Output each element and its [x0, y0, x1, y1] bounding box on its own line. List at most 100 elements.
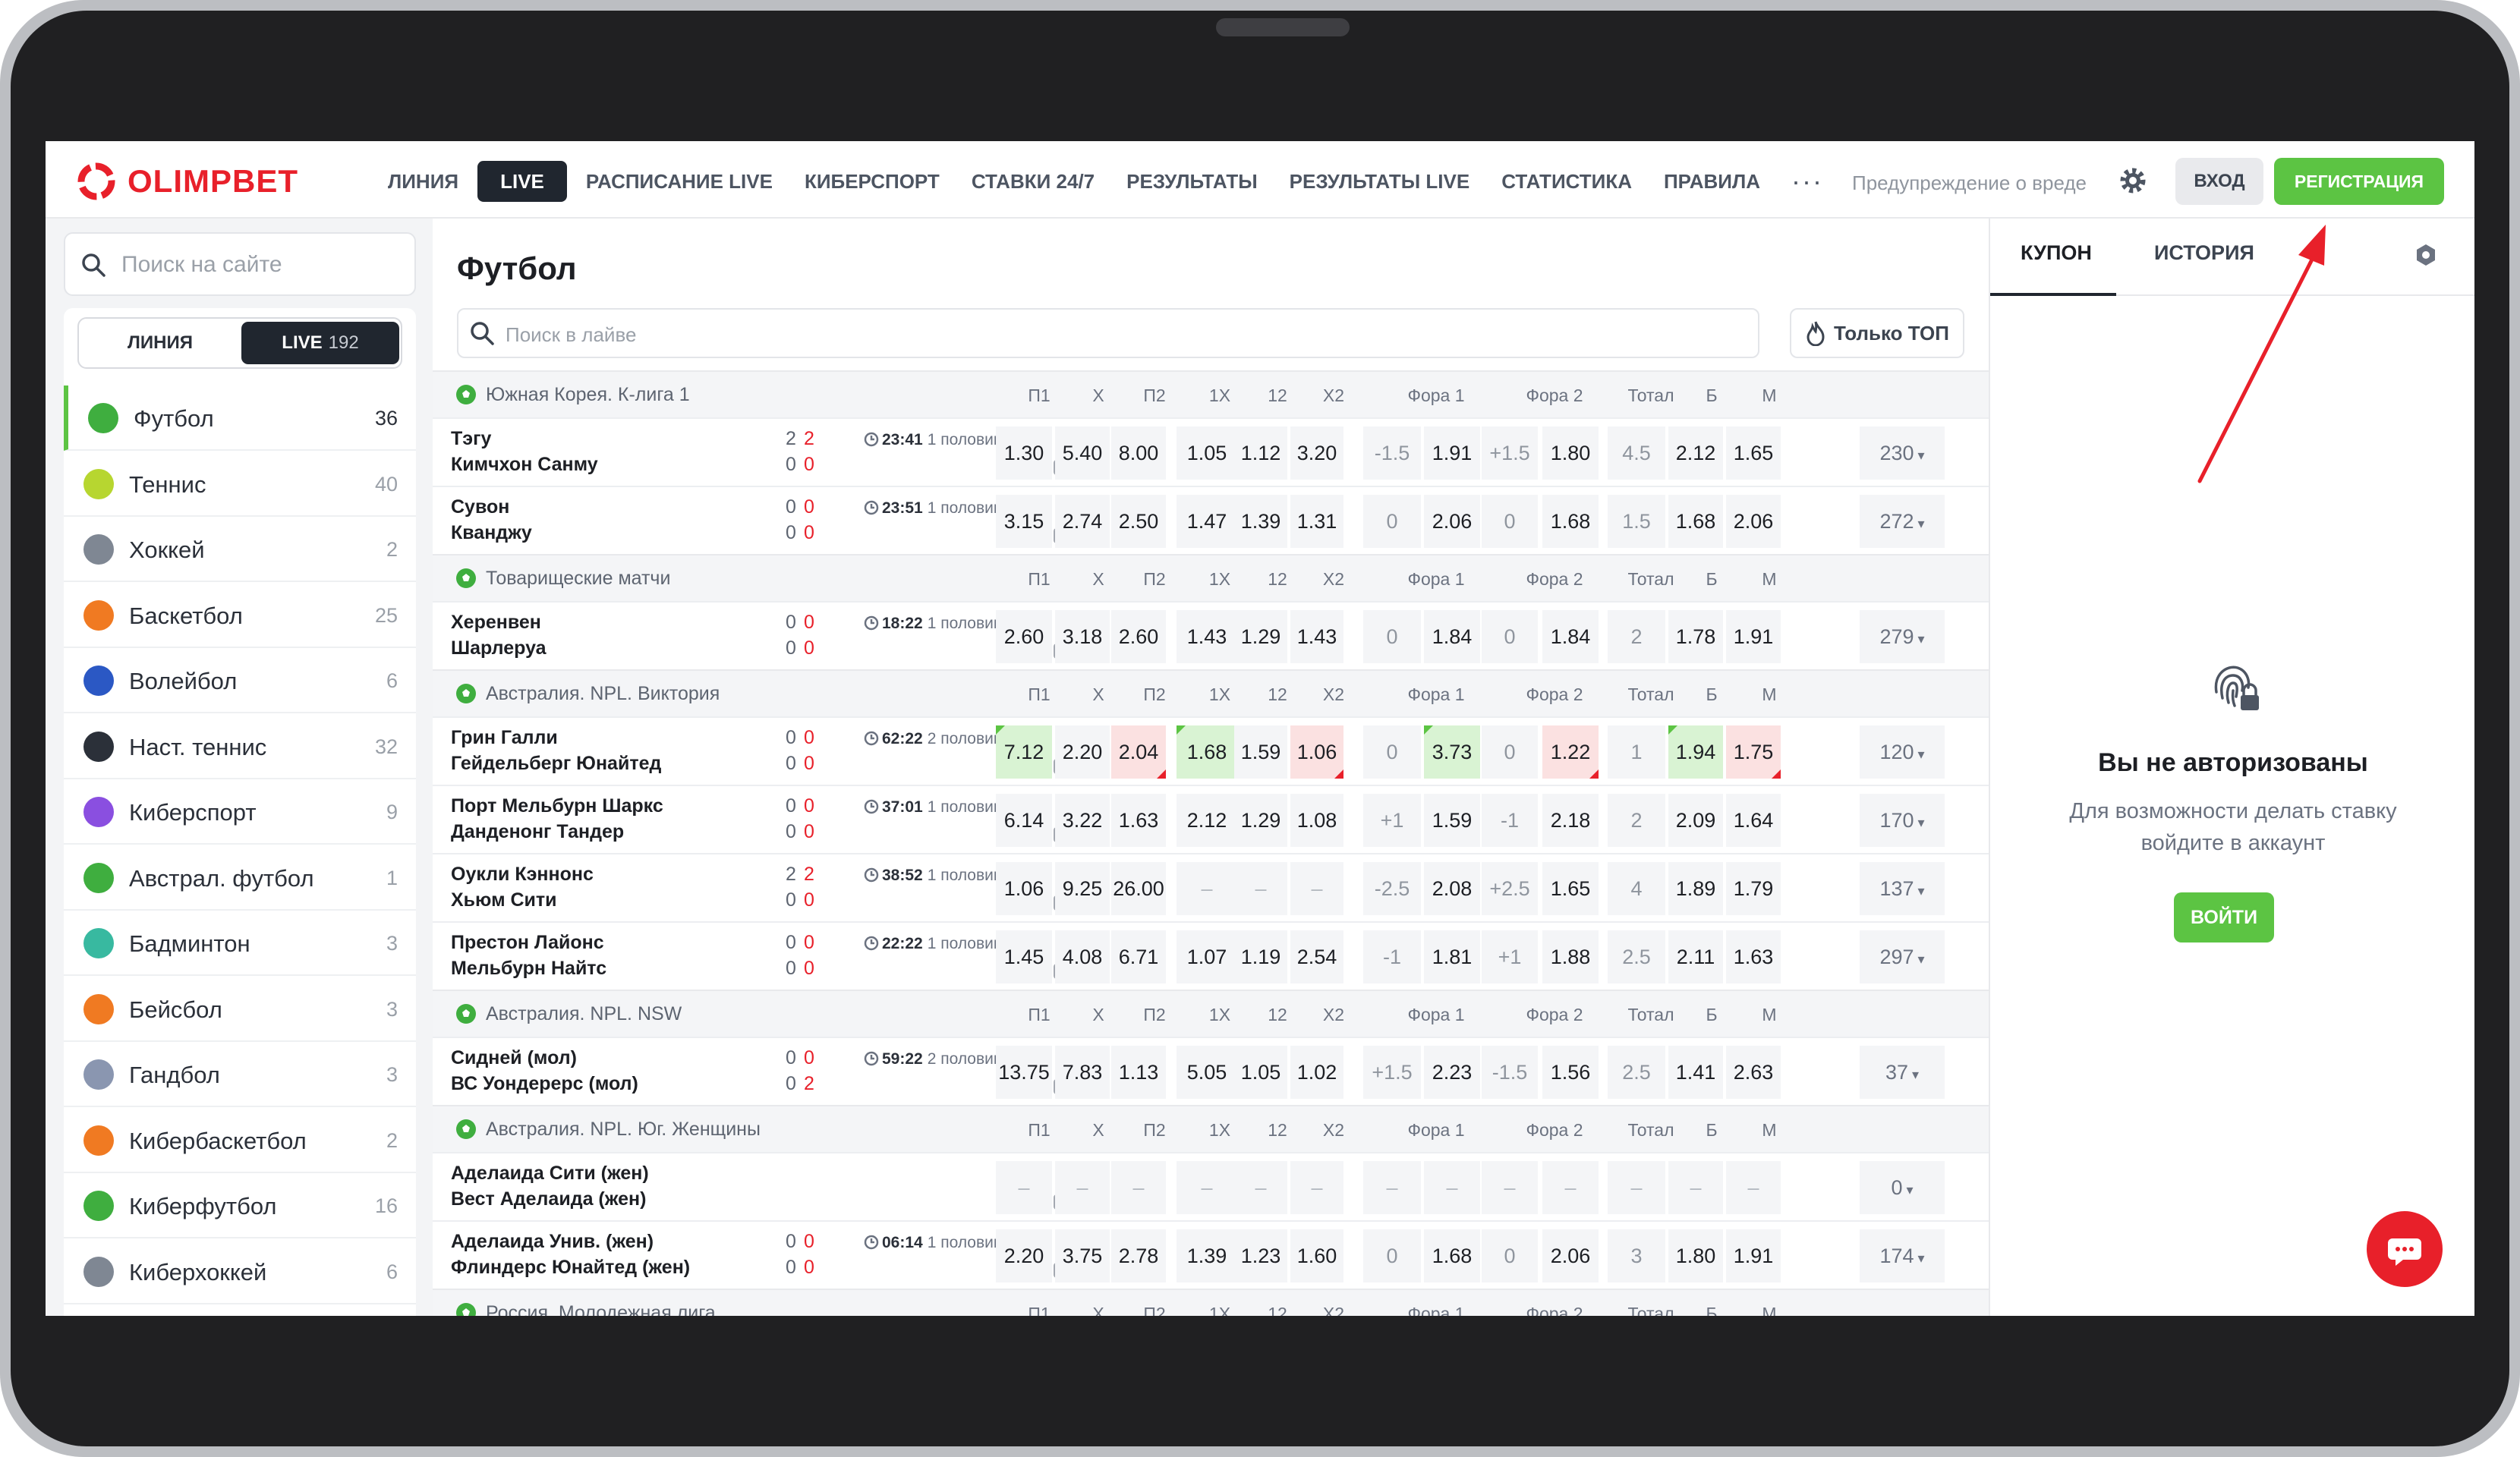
odds-cell[interactable]: 1.80	[1668, 1229, 1723, 1282]
odds-cell[interactable]: 1.07	[1177, 930, 1237, 983]
nav-item[interactable]: LIVE	[477, 161, 567, 202]
nav-item[interactable]: СТАВКИ 24/7	[971, 170, 1095, 193]
sidebar-sport-item[interactable]: Бадминтон 3	[64, 911, 416, 976]
enter-button[interactable]: ВОЙТИ	[2174, 892, 2274, 942]
more-markets-button[interactable]: 174 ▾	[1860, 1229, 1945, 1282]
odds-cell[interactable]: 1.63	[1726, 930, 1781, 983]
odds-cell[interactable]: 2.12	[1177, 794, 1237, 847]
odds-cell[interactable]: 2.08	[1424, 862, 1480, 915]
odds-cell[interactable]: 1.68	[1542, 495, 1599, 548]
odds-cell[interactable]: 1.39	[1234, 495, 1287, 548]
nav-item[interactable]: СТАТИСТИКА	[1501, 170, 1632, 193]
sidebar-sport-item[interactable]: Наст. теннис 32	[64, 714, 416, 779]
odds-cell[interactable]: 2.5	[1608, 1046, 1665, 1099]
odds-cell[interactable]: 2	[1608, 794, 1665, 847]
match-row[interactable]: Порт Мельбурн Шаркс Данденонг Тандер 0 0 0 0 3…	[433, 785, 1989, 853]
odds-cell[interactable]: 3.15	[996, 495, 1052, 548]
odds-cell[interactable]: 1.60	[1290, 1229, 1343, 1282]
odds-cell[interactable]: 2.20	[1055, 725, 1110, 779]
odds-cell[interactable]: +1.5	[1482, 426, 1538, 480]
live-search-input[interactable]: Поиск в лайве	[457, 308, 1759, 358]
odds-cell[interactable]: 1.81	[1424, 930, 1480, 983]
match-row[interactable]: Аделаида Унив. (жен) Флиндерс Юнайтед (же…	[433, 1220, 1989, 1289]
odds-cell[interactable]: 4	[1608, 862, 1665, 915]
odds-cell[interactable]: -1.5	[1363, 426, 1421, 480]
odds-cell[interactable]: 5.05	[1177, 1046, 1237, 1099]
tab-history[interactable]: ИСТОРИЯ	[2154, 241, 2254, 264]
odds-cell[interactable]: 6.14	[996, 794, 1052, 847]
more-markets-button[interactable]: 170 ▾	[1860, 794, 1945, 847]
odds-cell[interactable]: 1.45	[996, 930, 1052, 983]
league-header[interactable]: Товарищеские матчи П1 Х П2 1Х 12 Х2 Фора 1 Фора …	[433, 554, 1989, 601]
match-row[interactable]: Престон Лайонс Мельбурн Найтс 0 0 0 0 22:22 1 п…	[433, 921, 1989, 990]
odds-cell[interactable]: 2.23	[1424, 1046, 1480, 1099]
odds-cell[interactable]: 2.63	[1726, 1046, 1781, 1099]
odds-cell[interactable]: 1.63	[1111, 794, 1166, 847]
odds-cell[interactable]: 1.78	[1668, 610, 1723, 663]
more-markets-button[interactable]: 37 ▾	[1860, 1046, 1945, 1099]
more-markets-button[interactable]: 137 ▾	[1860, 862, 1945, 915]
odds-cell[interactable]: 1.68	[1177, 725, 1237, 779]
more-markets-button[interactable]: 279 ▾	[1860, 610, 1945, 663]
odds-cell[interactable]: 2.18	[1542, 794, 1599, 847]
odds-cell[interactable]: 1.65	[1542, 862, 1599, 915]
odds-cell[interactable]: 2.06	[1424, 495, 1480, 548]
odds-cell[interactable]: 3.22	[1055, 794, 1110, 847]
odds-cell[interactable]: +1.5	[1363, 1046, 1421, 1099]
odds-cell[interactable]: 1.91	[1726, 610, 1781, 663]
odds-cell[interactable]: 4.08	[1055, 930, 1110, 983]
logo[interactable]: OLIMPBET	[76, 161, 298, 202]
more-markets-button[interactable]: 230 ▾	[1860, 426, 1945, 480]
odds-cell[interactable]: 1.02	[1290, 1046, 1343, 1099]
odds-cell[interactable]: 1.29	[1234, 794, 1287, 847]
odds-cell[interactable]: 3.73	[1424, 725, 1480, 779]
odds-cell[interactable]: 1.79	[1726, 862, 1781, 915]
odds-cell[interactable]: 3.75	[1055, 1229, 1110, 1282]
sidebar-sport-item[interactable]: Киберфутбол 16	[64, 1173, 416, 1238]
nav-item[interactable]: РЕЗУЛЬТАТЫ	[1126, 170, 1258, 193]
sidebar-sport-item[interactable]: Киберхоккей 6	[64, 1239, 416, 1304]
odds-cell[interactable]: 2.54	[1290, 930, 1343, 983]
nav-item[interactable]: КИБЕРСПОРТ	[804, 170, 940, 193]
sidebar-sport-item[interactable]: Бейсбол 3	[64, 977, 416, 1042]
odds-cell[interactable]: 2.60	[996, 610, 1052, 663]
odds-cell[interactable]: 1.75	[1726, 725, 1781, 779]
odds-cell[interactable]: 2.20	[996, 1229, 1052, 1282]
odds-cell[interactable]: 1.59	[1234, 725, 1287, 779]
match-row[interactable]: Сидней (мол) ВС Уондерерс (мол) 0 0 0 2 59:22 2…	[433, 1037, 1989, 1105]
odds-cell[interactable]: 1.13	[1111, 1046, 1166, 1099]
sidebar-sport-item[interactable]: Баскетбол 25	[64, 583, 416, 648]
odds-cell[interactable]: 2.50	[1111, 495, 1166, 548]
odds-cell[interactable]: 5.40	[1055, 426, 1110, 480]
odds-cell[interactable]: 1.43	[1177, 610, 1237, 663]
more-markets-button[interactable]: 297 ▾	[1860, 930, 1945, 983]
nav-item[interactable]: РЕЗУЛЬТАТЫ LIVE	[1289, 170, 1470, 193]
odds-cell[interactable]: 0	[1482, 610, 1538, 663]
odds-cell[interactable]: 4.5	[1608, 426, 1665, 480]
sidebar-sport-item[interactable]: Футбол 36	[64, 385, 416, 451]
odds-cell[interactable]: 1.47	[1177, 495, 1237, 548]
match-row[interactable]: Оукли Кэннонс Хьюм Сити 2 2 0 0 38:52 1 половин…	[433, 853, 1989, 921]
harm-warning-link[interactable]: Предупреждение о вреде	[1852, 172, 2087, 194]
register-button[interactable]: РЕГИСТРАЦИЯ	[2274, 158, 2444, 205]
odds-cell[interactable]: 2.5	[1608, 930, 1665, 983]
coupon-settings-icon[interactable]	[2414, 243, 2438, 267]
odds-cell[interactable]: 2	[1608, 610, 1665, 663]
more-markets-button[interactable]: 120 ▾	[1860, 725, 1945, 779]
league-header[interactable]: Австралия. NPL. Юг. Женщины П1 Х П2 1Х 12 Х2 Фо…	[433, 1105, 1989, 1152]
odds-cell[interactable]: 1.59	[1424, 794, 1480, 847]
odds-cell[interactable]: 2.06	[1726, 495, 1781, 548]
odds-cell[interactable]: 1.5	[1608, 495, 1665, 548]
odds-cell[interactable]: 3.20	[1290, 426, 1343, 480]
more-menu-icon[interactable]: ···	[1791, 165, 1823, 197]
odds-cell[interactable]: 0	[1363, 725, 1421, 779]
odds-cell[interactable]: 2.60	[1111, 610, 1166, 663]
odds-cell[interactable]: 1.89	[1668, 862, 1723, 915]
odds-cell[interactable]: 8.00	[1111, 426, 1166, 480]
switch-line[interactable]: ЛИНИЯ	[128, 332, 193, 353]
odds-cell[interactable]: 2.04	[1111, 725, 1166, 779]
odds-cell[interactable]: 1.12	[1234, 426, 1287, 480]
odds-cell[interactable]: +1	[1363, 794, 1421, 847]
odds-cell[interactable]: 1.80	[1542, 426, 1599, 480]
odds-cell[interactable]: 26.00	[1111, 862, 1166, 915]
